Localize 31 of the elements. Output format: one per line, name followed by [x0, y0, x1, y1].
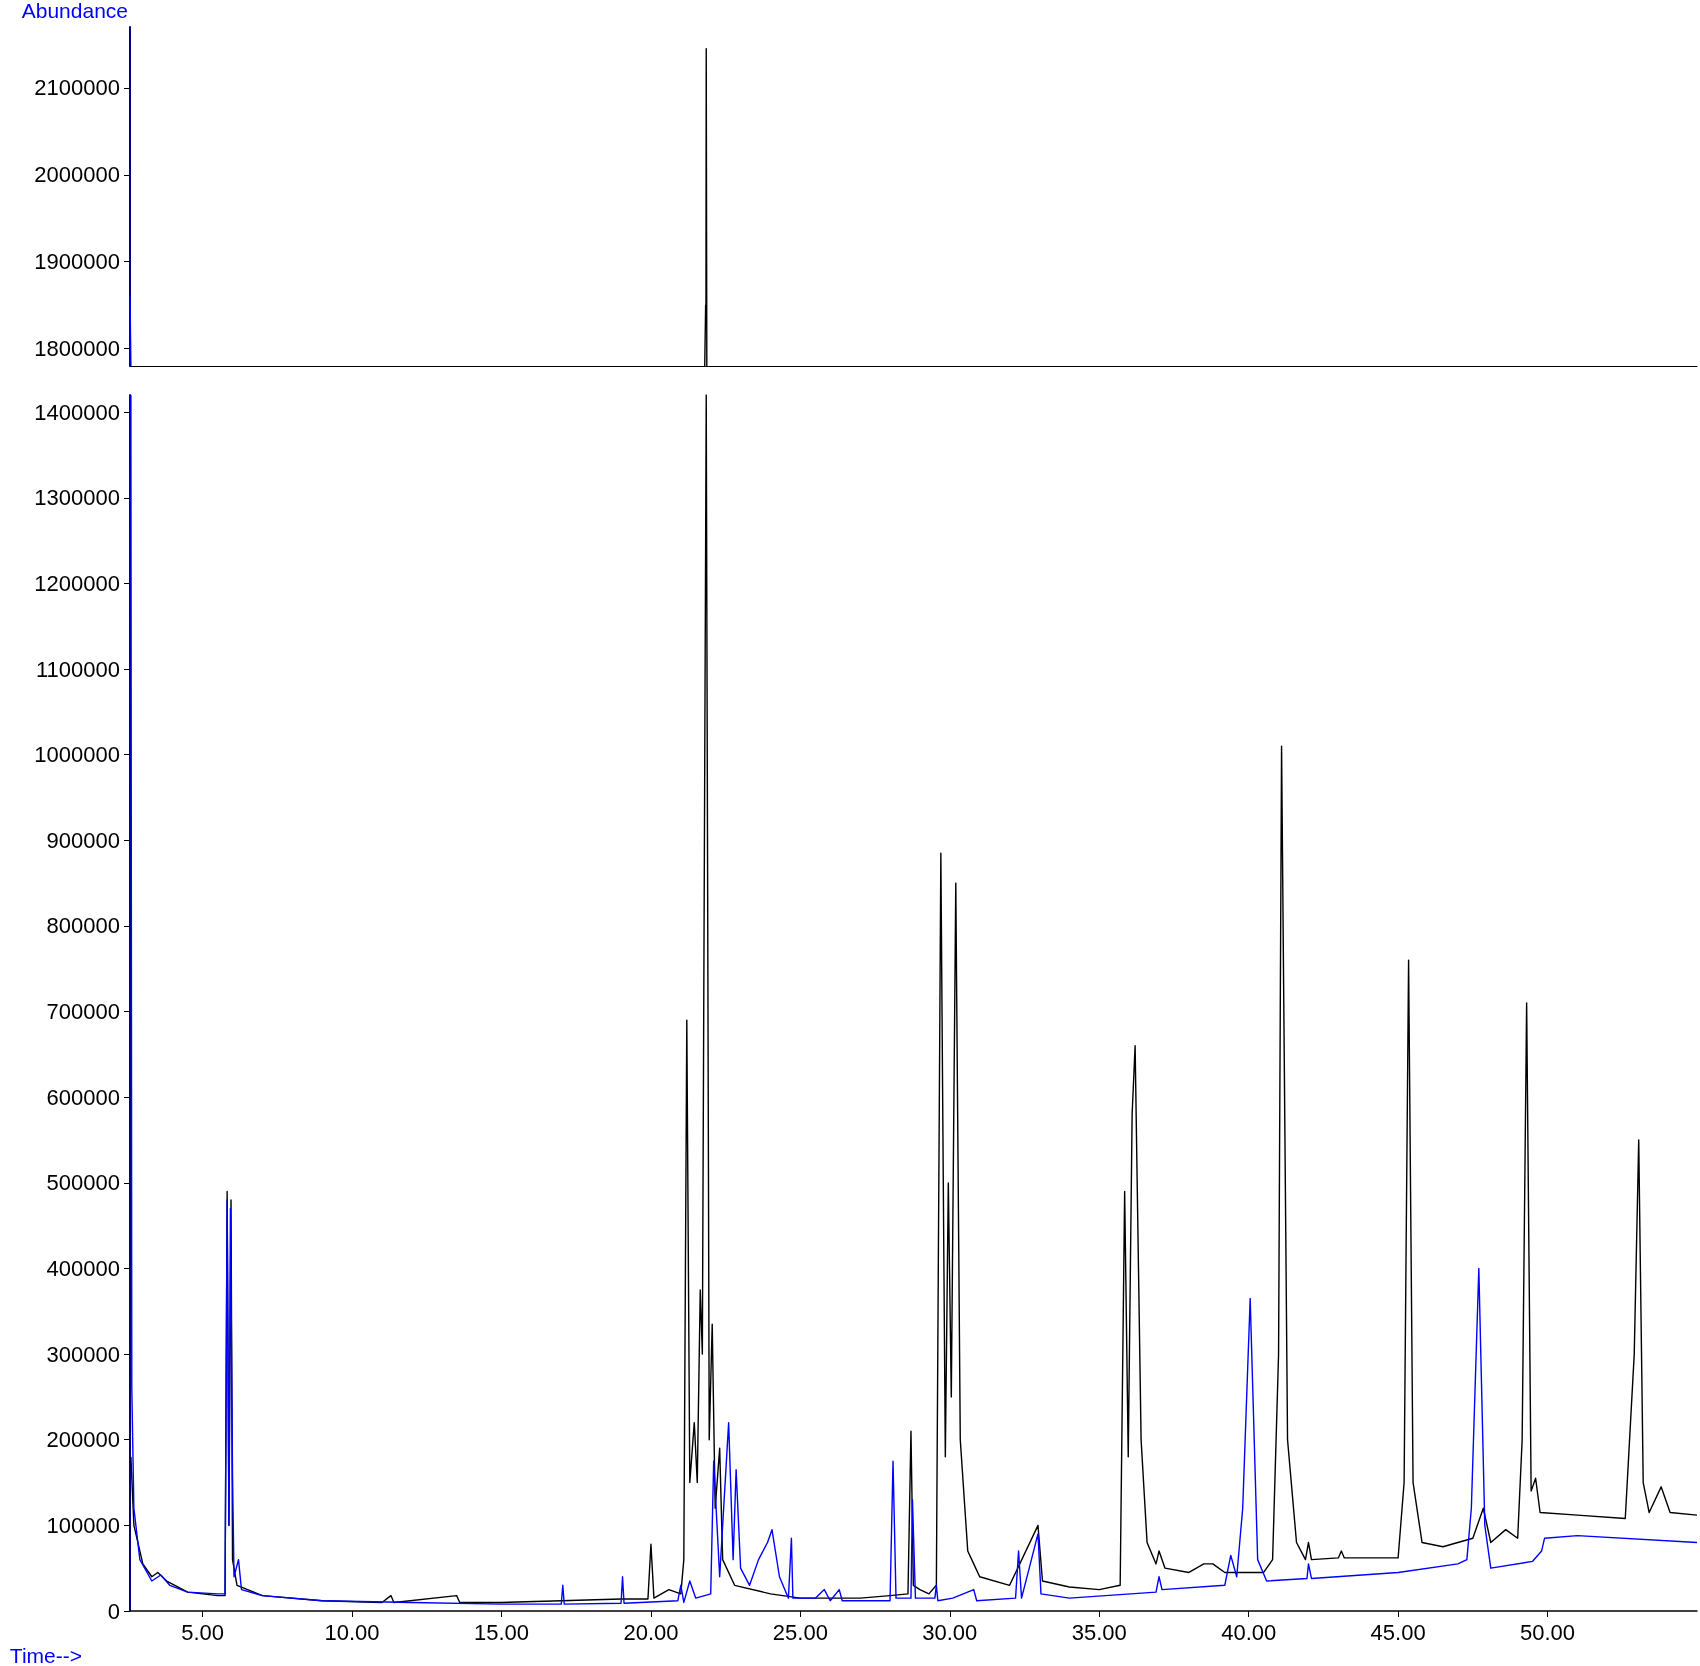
y-tick-label: 500000: [46, 1170, 120, 1196]
y-tick-label: 1100000: [35, 656, 120, 682]
y-tick-label: 600000: [46, 1084, 120, 1110]
y-tick-label: 700000: [46, 999, 120, 1025]
x-tick-label: 30.00: [922, 1619, 978, 1645]
y-tick-label: 100000: [46, 1512, 120, 1538]
x-axis-title: Time-->: [9, 1644, 82, 1666]
y-tick-label: 1000000: [34, 742, 120, 768]
y-tick-label: 1900000: [34, 249, 120, 275]
x-tick-label: 45.00: [1370, 1619, 1426, 1645]
x-tick-label: 20.00: [623, 1619, 679, 1645]
y-tick-label: 1400000: [34, 399, 120, 425]
y-tick-label: 1200000: [34, 570, 120, 596]
x-tick-label: 15.00: [473, 1619, 530, 1645]
y-tick-label: 900000: [46, 827, 120, 853]
y-tick-label: 400000: [46, 1255, 120, 1281]
y-tick-label: 2100000: [34, 75, 120, 101]
y-tick-label: 1800000: [34, 336, 120, 362]
y-tick-label: 1300000: [34, 485, 120, 511]
x-tick-label: 35.00: [1071, 1619, 1127, 1645]
x-tick-label: 5.00: [181, 1619, 225, 1645]
x-tick-label: 10.00: [324, 1619, 380, 1645]
x-tick-label: 40.00: [1221, 1619, 1277, 1645]
y-tick-label: 300000: [46, 1341, 120, 1367]
x-tick-label: 50.00: [1520, 1619, 1576, 1645]
y-tick-label: 200000: [46, 1427, 120, 1453]
y-axis-title: Abundance: [21, 0, 128, 22]
y-tick-label: 0: [107, 1598, 120, 1624]
x-tick-label: 25.00: [772, 1619, 828, 1645]
y-tick-label: 2000000: [34, 162, 120, 188]
y-tick-label: 800000: [46, 913, 120, 939]
